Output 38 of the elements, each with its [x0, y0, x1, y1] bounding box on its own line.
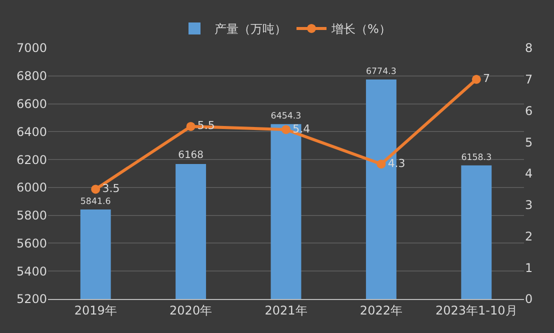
- point: [186, 122, 196, 131]
- data-label: 7: [483, 72, 490, 86]
- y2-tick-label: 7: [525, 72, 533, 87]
- y2-tick-label: 5: [525, 135, 533, 150]
- y-tick-label: 5400: [16, 264, 47, 278]
- x-tick-label: 2020年: [170, 303, 212, 318]
- legend-label: 产量（万吨）: [214, 22, 286, 36]
- legend-label: 增长（%）: [330, 22, 391, 36]
- y2-tick-label: 0: [525, 292, 533, 306]
- data-label: 3.5: [102, 182, 120, 195]
- y-tick-label: 6200: [16, 152, 47, 167]
- y2-tick-label: 1: [525, 260, 533, 275]
- x-tick-label: 2023年1-10月: [436, 303, 518, 318]
- point: [376, 160, 386, 169]
- point: [472, 74, 481, 84]
- y-tick-label: 5200: [16, 292, 47, 306]
- y-tick-label: 6000: [16, 180, 47, 195]
- data-label: 6168: [178, 150, 204, 162]
- x-tick-label: 2021年: [264, 303, 308, 318]
- data-label: 6158.3: [461, 152, 492, 163]
- y-tick-label: 6800: [16, 69, 47, 84]
- y-tick-label: 6400: [16, 124, 47, 139]
- y2-tick-label: 3: [525, 198, 533, 212]
- x-tick-label: 2022年: [360, 303, 402, 318]
- data-label: 5841.6: [80, 196, 111, 207]
- data-label: 6454.3: [270, 111, 302, 122]
- y-tick-label: 6600: [16, 96, 47, 111]
- data-label: 6774.3: [366, 66, 396, 77]
- point: [282, 125, 290, 134]
- y2-tick-label: 2: [525, 229, 533, 244]
- y2-tick-label: 6: [525, 104, 533, 118]
- y-tick-label: 5600: [16, 236, 47, 250]
- point: [91, 184, 100, 194]
- y2-tick-label: 8: [525, 41, 533, 56]
- y-tick-label: 7000: [16, 41, 47, 56]
- y-tick-label: 5800: [16, 208, 47, 223]
- y2-tick-label: 4: [525, 166, 533, 181]
- x-tick-label: 2019年: [74, 303, 117, 318]
